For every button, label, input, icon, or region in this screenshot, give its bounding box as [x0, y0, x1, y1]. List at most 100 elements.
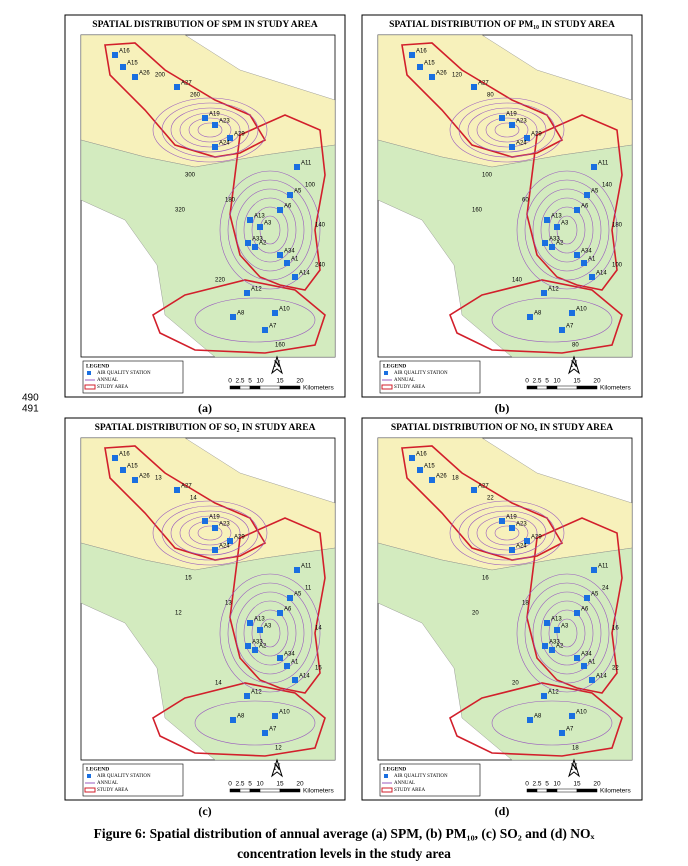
- scale-segment: [546, 788, 558, 793]
- contour-label: 200: [155, 73, 166, 79]
- station-label: A29: [531, 535, 542, 541]
- legend-study: [84, 384, 96, 390]
- contour-label: 100: [482, 173, 493, 179]
- scale-label: 2.5: [235, 378, 244, 385]
- scale-label: 10: [553, 781, 561, 788]
- contour-line: [161, 505, 259, 561]
- scale-label: 10: [256, 781, 264, 788]
- station-label: A15: [424, 61, 435, 67]
- station-marker: [589, 677, 595, 683]
- scale-segment: [536, 788, 548, 793]
- station-marker: [212, 122, 218, 128]
- contour-line: [540, 600, 594, 666]
- scale-label: 0: [525, 378, 529, 385]
- scale-label: 15: [573, 378, 581, 385]
- station-label: A26: [139, 474, 150, 480]
- station-label: A23: [219, 522, 230, 528]
- station-label: A19: [209, 515, 220, 521]
- station-marker: [509, 525, 515, 531]
- scale-label: 20: [296, 378, 304, 385]
- contour-label: 20: [472, 611, 479, 617]
- scale-segment: [556, 788, 578, 793]
- station-label: A16: [416, 49, 427, 55]
- station-label: A23: [516, 119, 527, 125]
- scale-label: 0: [228, 378, 232, 385]
- station-marker: [174, 487, 180, 493]
- contour-line: [243, 600, 297, 666]
- station-label: A5: [591, 189, 599, 195]
- station-label: A13: [551, 214, 562, 220]
- station-marker: [287, 595, 293, 601]
- station-marker: [120, 467, 126, 473]
- station-label: A2: [259, 241, 267, 247]
- contour-label: 320: [175, 208, 186, 214]
- scale-label: 2.5: [532, 781, 541, 788]
- contour-line: [532, 591, 602, 675]
- contour-line: [449, 97, 565, 163]
- station-label: A3: [561, 221, 569, 227]
- legend-text: AIR QUALITY STATION: [394, 774, 448, 779]
- station-label: A13: [254, 617, 265, 623]
- station-marker: [287, 192, 293, 198]
- station-label: A8: [534, 714, 542, 720]
- contour-label: 22: [612, 666, 619, 672]
- contour-label: 24: [602, 586, 609, 592]
- contour-line: [449, 500, 565, 566]
- legend-box: [379, 763, 481, 797]
- north-arrow: [271, 758, 283, 778]
- contour-line: [458, 505, 556, 561]
- station-marker: [230, 717, 236, 723]
- north-label: N: [571, 762, 578, 772]
- station-label: A6: [284, 204, 292, 210]
- legend-text: AIR QUALITY STATION: [394, 371, 448, 376]
- north-label: N: [274, 359, 281, 369]
- station-label: A23: [516, 522, 527, 528]
- station-label: A24: [219, 141, 230, 147]
- station-marker: [212, 525, 218, 531]
- contour-label: 16: [482, 576, 489, 582]
- contour-label: 15: [185, 576, 192, 582]
- scale-segment: [229, 788, 241, 793]
- station-label: A5: [591, 592, 599, 598]
- station-marker: [559, 327, 565, 333]
- scale-label: 10: [256, 378, 264, 385]
- station-label: A19: [506, 515, 517, 521]
- station-label: A29: [531, 132, 542, 138]
- scale-label: 15: [573, 781, 581, 788]
- station-label: A27: [478, 484, 489, 490]
- station-marker: [212, 547, 218, 553]
- contour-line: [235, 591, 305, 675]
- station-marker: [471, 487, 477, 493]
- station-marker: [509, 122, 515, 128]
- station-label: A5: [294, 592, 302, 598]
- map-panel: SPATIAL DISTRIBUTION OF PM₁₀ IN STUDY AR…: [361, 14, 643, 415]
- station-label: A34: [581, 652, 592, 658]
- land-south: [80, 542, 336, 761]
- legend-text: ANNUAL: [97, 378, 118, 383]
- north-label: N: [274, 762, 281, 772]
- north-arrow: [568, 758, 580, 778]
- station-label: A12: [251, 287, 262, 293]
- station-label: A8: [237, 714, 245, 720]
- station-label: A29: [234, 132, 245, 138]
- contour-line: [516, 573, 618, 693]
- station-label: A34: [581, 249, 592, 255]
- station-label: A10: [279, 307, 290, 313]
- contour-line: [179, 515, 241, 551]
- contour-line: [170, 107, 250, 153]
- station-label: A11: [301, 161, 312, 167]
- station-marker: [257, 627, 263, 633]
- station-label: A7: [269, 727, 277, 733]
- contour-line: [197, 122, 223, 138]
- station-label: A1: [588, 257, 596, 263]
- station-marker: [581, 663, 587, 669]
- contour-line: [227, 582, 313, 684]
- contour-line: [485, 117, 529, 143]
- contour-line: [251, 609, 289, 657]
- contour-line: [467, 510, 547, 556]
- station-label: A34: [284, 652, 295, 658]
- contour-line: [188, 520, 232, 546]
- panel-label: (c): [198, 804, 211, 818]
- map-panel: SPATIAL DISTRIBUTION OF SPM IN STUDY ARE…: [64, 14, 346, 415]
- station-label: A26: [436, 71, 447, 77]
